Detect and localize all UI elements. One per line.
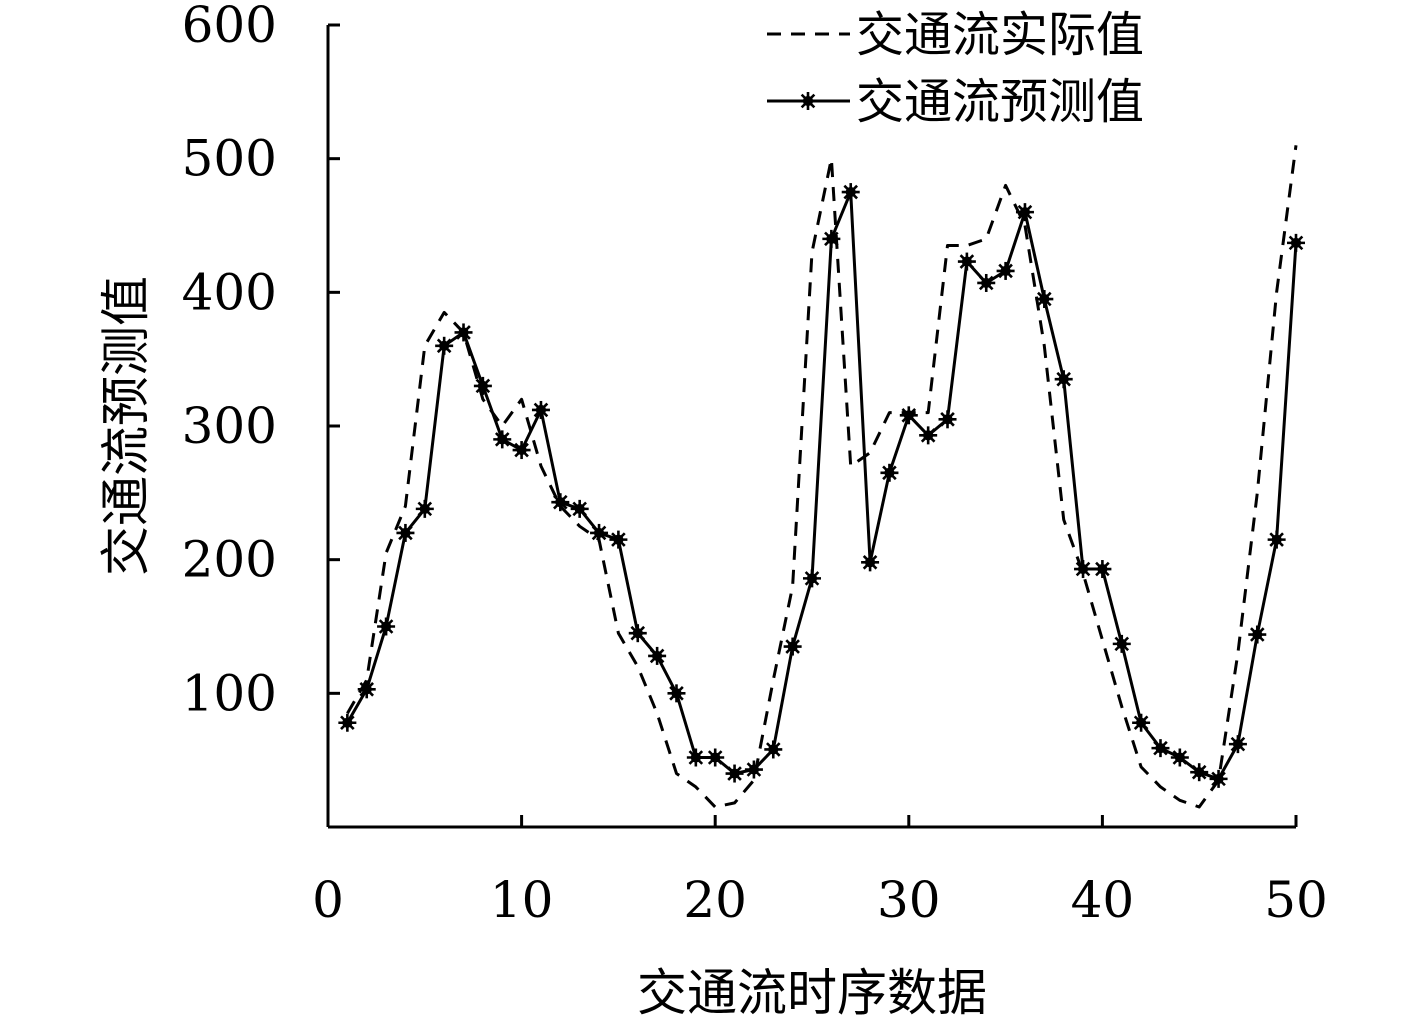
data-point xyxy=(1287,233,1305,252)
data-point xyxy=(725,764,744,783)
data-point xyxy=(1190,763,1209,782)
legend-asterisk-icon xyxy=(799,92,817,110)
data-point xyxy=(493,430,512,449)
data-point xyxy=(512,441,531,460)
axes: 100 200 300 400 500 600 0 10 20 30 40 50 xyxy=(182,0,1328,929)
data-point xyxy=(706,748,725,767)
data-point xyxy=(357,680,376,699)
data-point xyxy=(803,569,821,588)
x-tick-label: 20 xyxy=(683,871,747,929)
data-point xyxy=(1035,290,1054,309)
data-point xyxy=(1228,735,1247,754)
data-point xyxy=(744,760,763,779)
series-line-actual xyxy=(346,145,1298,809)
legend-actual-label: 交通流实际值 xyxy=(856,7,1144,63)
y-axis-label: 交通流预测值 xyxy=(97,276,155,576)
data-point xyxy=(454,323,473,342)
data-point xyxy=(473,376,492,395)
legend: 交通流实际值 交通流预测值 xyxy=(767,7,1144,130)
y-tick-label: 600 xyxy=(182,0,277,54)
x-axis-label: 交通流时序数据 xyxy=(637,964,987,1022)
data-point xyxy=(396,523,415,542)
y-tick-label: 400 xyxy=(182,263,277,321)
data-point xyxy=(1151,739,1170,758)
data-point xyxy=(822,229,841,248)
data-point xyxy=(957,252,976,271)
data-point xyxy=(1132,713,1151,732)
data-point xyxy=(377,617,396,636)
data-point xyxy=(1112,634,1131,653)
x-tick-label: 50 xyxy=(1264,871,1328,929)
data-point xyxy=(783,637,802,656)
data-point xyxy=(338,713,357,732)
data-point xyxy=(861,553,880,572)
y-tick-label: 100 xyxy=(182,664,277,722)
data-point xyxy=(628,624,647,643)
data-point xyxy=(1209,769,1228,788)
y-tick-label: 300 xyxy=(182,397,277,455)
data-point xyxy=(880,463,899,482)
y-tick-label: 200 xyxy=(182,531,277,589)
data-point xyxy=(435,336,454,355)
data-point xyxy=(841,183,860,202)
data-point xyxy=(977,273,996,292)
data-point xyxy=(1054,370,1073,389)
data-point xyxy=(1170,748,1189,767)
data-point xyxy=(996,261,1015,280)
x-tick-label: 0 xyxy=(312,871,344,929)
data-point xyxy=(570,499,589,518)
data-point xyxy=(938,410,957,429)
data-point xyxy=(899,406,918,425)
data-point xyxy=(531,400,550,419)
data-point xyxy=(686,748,705,767)
series-line-predicted xyxy=(346,190,1298,781)
data-point xyxy=(764,740,783,759)
data-point xyxy=(609,530,628,549)
x-tick-label: 40 xyxy=(1071,871,1135,929)
series-group xyxy=(338,145,1305,809)
x-tick-label: 30 xyxy=(877,871,941,929)
data-point xyxy=(1074,560,1093,579)
legend-predicted-label: 交通流预测值 xyxy=(856,74,1144,130)
x-tick-label: 10 xyxy=(490,871,554,929)
data-point xyxy=(919,426,938,445)
data-point xyxy=(415,499,434,518)
data-point xyxy=(590,523,609,542)
y-tick-label: 500 xyxy=(182,130,277,188)
data-point xyxy=(1093,560,1112,579)
data-point xyxy=(551,493,570,512)
data-point xyxy=(1015,203,1034,222)
legend-predicted-marker xyxy=(799,92,817,110)
data-point xyxy=(667,684,686,703)
data-point xyxy=(648,646,667,665)
data-point xyxy=(1248,625,1267,644)
data-point xyxy=(1267,530,1286,549)
